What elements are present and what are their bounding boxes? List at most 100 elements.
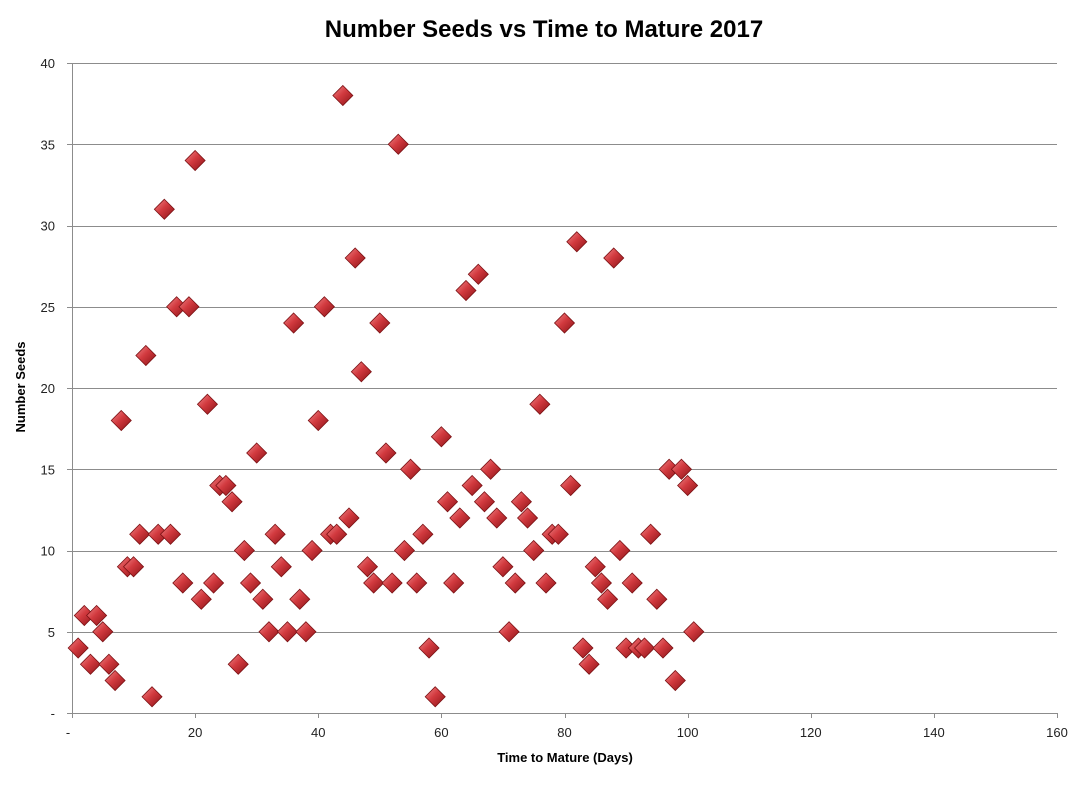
x-tick-label: 140	[923, 725, 945, 740]
data-point	[535, 572, 557, 594]
data-point	[190, 588, 212, 610]
y-tick-label: 30	[41, 219, 55, 234]
data-point	[289, 588, 311, 610]
data-point	[597, 588, 619, 610]
data-point	[566, 231, 588, 253]
y-tick-label: 40	[41, 56, 55, 71]
data-point	[129, 523, 151, 545]
y-tick-label: 20	[41, 381, 55, 396]
data-point	[584, 556, 606, 578]
data-point	[239, 572, 262, 594]
data-point	[455, 279, 477, 302]
data-point	[560, 474, 582, 497]
data-point	[135, 344, 157, 367]
data-point	[498, 621, 520, 643]
data-point	[295, 621, 317, 643]
x-tick-label: 120	[800, 725, 822, 740]
y-tick-label: -	[51, 706, 55, 721]
data-point	[159, 523, 182, 545]
data-point	[640, 523, 662, 545]
data-point	[326, 523, 348, 545]
data-point	[79, 653, 102, 675]
data-point	[603, 247, 625, 269]
data-point	[424, 686, 446, 708]
data-point	[486, 507, 508, 529]
data-point	[350, 361, 372, 383]
data-point	[246, 442, 268, 464]
data-point	[141, 686, 163, 708]
y-tick-labels: - 5 10 15 20 25 30 35 40	[41, 56, 55, 721]
axes	[67, 63, 1058, 718]
x-tick-label: -	[66, 725, 70, 740]
data-points	[67, 84, 705, 708]
data-point	[276, 621, 299, 643]
chart-title: Number Seeds vs Time to Mature 2017	[325, 16, 763, 43]
data-point	[203, 572, 225, 594]
data-point	[461, 474, 483, 497]
x-tick-label: 20	[188, 725, 202, 740]
data-point	[430, 426, 452, 448]
data-point	[178, 296, 200, 318]
data-point	[227, 653, 249, 675]
data-point	[553, 312, 576, 334]
data-point	[264, 523, 286, 545]
x-tick-labels: - 20 40 60 80 100 120 140 160	[66, 725, 1068, 740]
data-point	[381, 572, 403, 594]
x-tick-label: 60	[434, 725, 448, 740]
data-point	[184, 149, 206, 172]
data-point	[621, 572, 643, 594]
data-point	[510, 491, 532, 513]
data-point	[122, 556, 145, 578]
data-point	[301, 539, 323, 562]
data-point	[677, 474, 699, 497]
y-tick-label: 10	[41, 544, 55, 559]
data-point	[215, 474, 237, 497]
data-point	[233, 539, 255, 562]
data-point	[590, 572, 613, 594]
data-point	[492, 556, 514, 578]
data-point	[258, 621, 280, 643]
data-point	[98, 653, 120, 675]
grid-lines	[72, 63, 1057, 633]
data-point	[363, 572, 385, 594]
data-point	[196, 393, 219, 415]
data-point	[252, 588, 274, 610]
data-point	[67, 637, 89, 659]
data-point	[110, 409, 132, 432]
data-point	[670, 458, 693, 480]
data-point	[418, 637, 440, 659]
data-point	[480, 458, 502, 480]
data-point	[467, 263, 489, 285]
y-tick-label: 15	[41, 462, 55, 477]
data-point	[529, 393, 551, 415]
data-point	[683, 621, 705, 643]
data-point	[356, 556, 379, 578]
data-point	[664, 669, 686, 692]
data-point	[387, 133, 409, 155]
data-point	[436, 491, 459, 513]
data-point	[633, 637, 656, 659]
data-point	[313, 296, 335, 318]
y-axis-title: Number Seeds	[13, 341, 28, 432]
data-point	[578, 653, 600, 675]
data-point	[473, 491, 496, 513]
data-point	[104, 669, 126, 692]
data-point	[652, 637, 674, 659]
data-point	[172, 572, 194, 594]
x-tick-label: 100	[677, 725, 699, 740]
data-point	[283, 312, 305, 334]
x-axis-title: Time to Mature (Days)	[497, 750, 633, 765]
data-point	[270, 556, 292, 578]
data-point	[547, 523, 569, 545]
data-point	[332, 84, 354, 107]
x-tick-label: 80	[557, 725, 571, 740]
data-point	[338, 507, 360, 529]
data-point	[412, 523, 434, 545]
data-point	[504, 572, 526, 594]
data-point	[523, 539, 545, 562]
data-point	[572, 637, 594, 659]
data-point	[443, 572, 465, 594]
data-point	[307, 409, 329, 432]
data-point	[92, 621, 114, 643]
